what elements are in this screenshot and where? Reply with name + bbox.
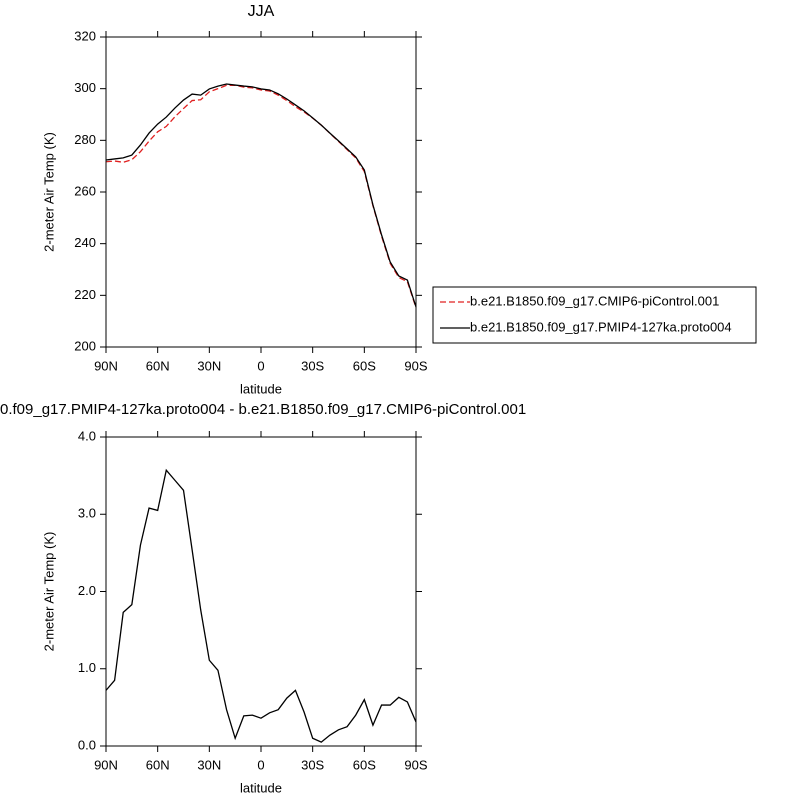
plot-frame — [105, 36, 417, 348]
legend-label: b.e21.B1850.f09_g17.PMIP4-127ka.proto004 — [470, 319, 732, 334]
x-tick-label: 60S — [353, 757, 376, 772]
data-line — [105, 84, 417, 308]
y-tick-label: 240 — [74, 235, 96, 250]
x-tick-label: 30S — [301, 358, 324, 373]
x-tick-label: 60S — [353, 358, 376, 373]
y-tick-label: 280 — [74, 132, 96, 147]
y-axis-label: 2-meter Air Temp (K) — [41, 132, 56, 252]
x-tick-label: 0 — [257, 358, 264, 373]
plot-frame — [105, 436, 417, 747]
y-tick-label: 0.0 — [78, 737, 96, 752]
y-tick-label: 4.0 — [78, 428, 96, 443]
y-axis-label: 2-meter Air Temp (K) — [41, 532, 56, 652]
x-tick-label: 90N — [94, 358, 118, 373]
y-tick-label: 220 — [74, 287, 96, 302]
x-tick-label: 30N — [197, 757, 221, 772]
y-tick-label: 200 — [74, 338, 96, 353]
x-tick-label: 60N — [146, 358, 170, 373]
x-tick-label: 30N — [197, 358, 221, 373]
legend-box — [432, 286, 757, 344]
data-line — [105, 468, 417, 743]
x-tick-label: 90S — [404, 358, 427, 373]
x-tick-label: 60N — [146, 757, 170, 772]
y-tick-label: 3.0 — [78, 506, 96, 521]
data-line — [105, 83, 417, 308]
chart-title: 0.f09_g17.PMIP4-127ka.proto004 - b.e21.B… — [0, 401, 526, 418]
x-tick-label: 90S — [404, 757, 427, 772]
x-tick-label: 30S — [301, 757, 324, 772]
x-tick-label: 90N — [94, 757, 118, 772]
x-axis-label: latitude — [240, 381, 282, 396]
x-tick-label: 0 — [257, 757, 264, 772]
y-tick-label: 320 — [74, 28, 96, 43]
y-tick-label: 1.0 — [78, 660, 96, 675]
chart-title: JJA — [248, 3, 275, 20]
x-axis-label: latitude — [240, 780, 282, 795]
legend-label: b.e21.B1850.f09_g17.CMIP6-piControl.001 — [470, 293, 719, 308]
y-tick-label: 2.0 — [78, 583, 96, 598]
y-tick-label: 260 — [74, 183, 96, 198]
y-tick-label: 300 — [74, 80, 96, 95]
